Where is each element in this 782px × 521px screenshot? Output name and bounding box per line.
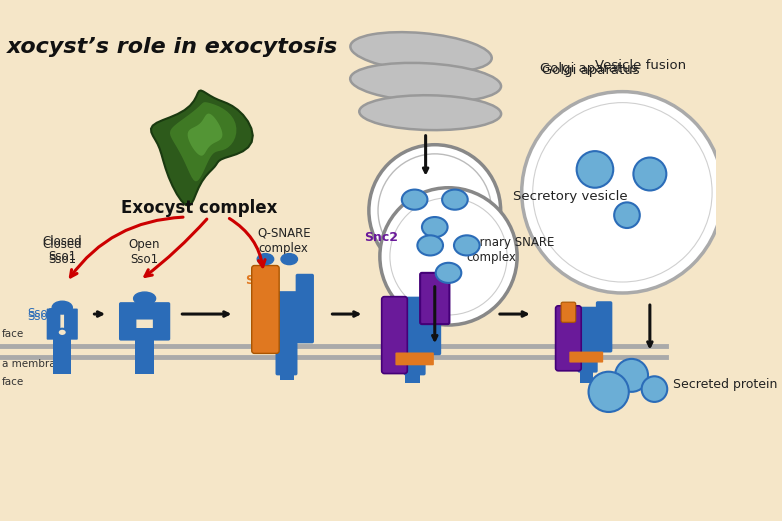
FancyBboxPatch shape xyxy=(135,301,154,319)
Text: Ternary SNARE
complex: Ternary SNARE complex xyxy=(467,235,554,264)
Circle shape xyxy=(380,188,517,325)
FancyBboxPatch shape xyxy=(406,369,420,383)
Polygon shape xyxy=(188,114,222,156)
FancyBboxPatch shape xyxy=(555,306,581,371)
FancyBboxPatch shape xyxy=(296,274,314,343)
FancyBboxPatch shape xyxy=(280,360,294,380)
Text: Snc2: Snc2 xyxy=(364,231,398,244)
Circle shape xyxy=(522,92,723,293)
Text: Golgi aparatus: Golgi aparatus xyxy=(540,62,637,75)
Circle shape xyxy=(614,202,640,228)
Text: a membrane: a membrane xyxy=(2,359,69,369)
Ellipse shape xyxy=(402,190,428,209)
Ellipse shape xyxy=(134,292,156,305)
Circle shape xyxy=(633,157,666,191)
Ellipse shape xyxy=(418,235,443,255)
Text: Golgi aparatus: Golgi aparatus xyxy=(542,64,640,77)
Ellipse shape xyxy=(442,190,468,209)
Circle shape xyxy=(641,376,667,402)
Text: Snc2: Snc2 xyxy=(381,297,414,309)
Ellipse shape xyxy=(52,301,72,314)
Text: face: face xyxy=(2,329,24,339)
Text: Closed
Sso1: Closed Sso1 xyxy=(42,238,82,266)
Ellipse shape xyxy=(281,254,297,265)
FancyBboxPatch shape xyxy=(64,308,77,340)
Ellipse shape xyxy=(350,32,492,72)
FancyBboxPatch shape xyxy=(580,370,593,383)
Circle shape xyxy=(390,198,507,315)
Text: Open
Sso1: Open Sso1 xyxy=(129,238,160,266)
Text: Exocyst complex: Exocyst complex xyxy=(121,200,278,217)
Text: Vesicle fusion: Vesicle fusion xyxy=(595,59,687,72)
FancyBboxPatch shape xyxy=(423,292,441,355)
FancyBboxPatch shape xyxy=(47,308,60,340)
FancyBboxPatch shape xyxy=(578,307,597,373)
Text: Secreted protein: Secreted protein xyxy=(673,378,777,391)
FancyBboxPatch shape xyxy=(152,302,170,341)
Text: Sec9: Sec9 xyxy=(245,274,278,287)
Ellipse shape xyxy=(359,95,501,130)
Polygon shape xyxy=(170,102,236,181)
Text: Closed
Sso1: Closed Sso1 xyxy=(42,235,82,263)
Text: Secretory vesicle: Secretory vesicle xyxy=(512,190,627,203)
Ellipse shape xyxy=(58,329,66,336)
FancyBboxPatch shape xyxy=(382,296,407,374)
Ellipse shape xyxy=(422,217,447,237)
FancyBboxPatch shape xyxy=(596,301,612,353)
FancyBboxPatch shape xyxy=(569,352,603,363)
FancyBboxPatch shape xyxy=(252,266,279,353)
FancyBboxPatch shape xyxy=(396,353,434,365)
FancyBboxPatch shape xyxy=(119,302,136,341)
Text: Sso1: Sso1 xyxy=(27,311,56,324)
FancyBboxPatch shape xyxy=(53,328,71,374)
Circle shape xyxy=(615,359,648,392)
Circle shape xyxy=(369,145,500,277)
Circle shape xyxy=(589,371,629,412)
FancyBboxPatch shape xyxy=(135,328,154,374)
Circle shape xyxy=(576,151,613,188)
Ellipse shape xyxy=(454,235,479,255)
Text: Q-SNARE
complex: Q-SNARE complex xyxy=(257,227,310,255)
FancyBboxPatch shape xyxy=(275,291,297,375)
Ellipse shape xyxy=(350,63,501,102)
Text: Sso1: Sso1 xyxy=(27,307,56,320)
Circle shape xyxy=(378,154,492,267)
Text: face: face xyxy=(2,377,24,387)
FancyBboxPatch shape xyxy=(404,296,425,375)
Text: xocyst’s role in exocytosis: xocyst’s role in exocytosis xyxy=(7,36,339,57)
FancyBboxPatch shape xyxy=(420,273,450,324)
Ellipse shape xyxy=(257,254,274,265)
Ellipse shape xyxy=(436,263,461,283)
FancyBboxPatch shape xyxy=(561,302,576,322)
Polygon shape xyxy=(151,91,253,206)
Circle shape xyxy=(533,103,712,282)
